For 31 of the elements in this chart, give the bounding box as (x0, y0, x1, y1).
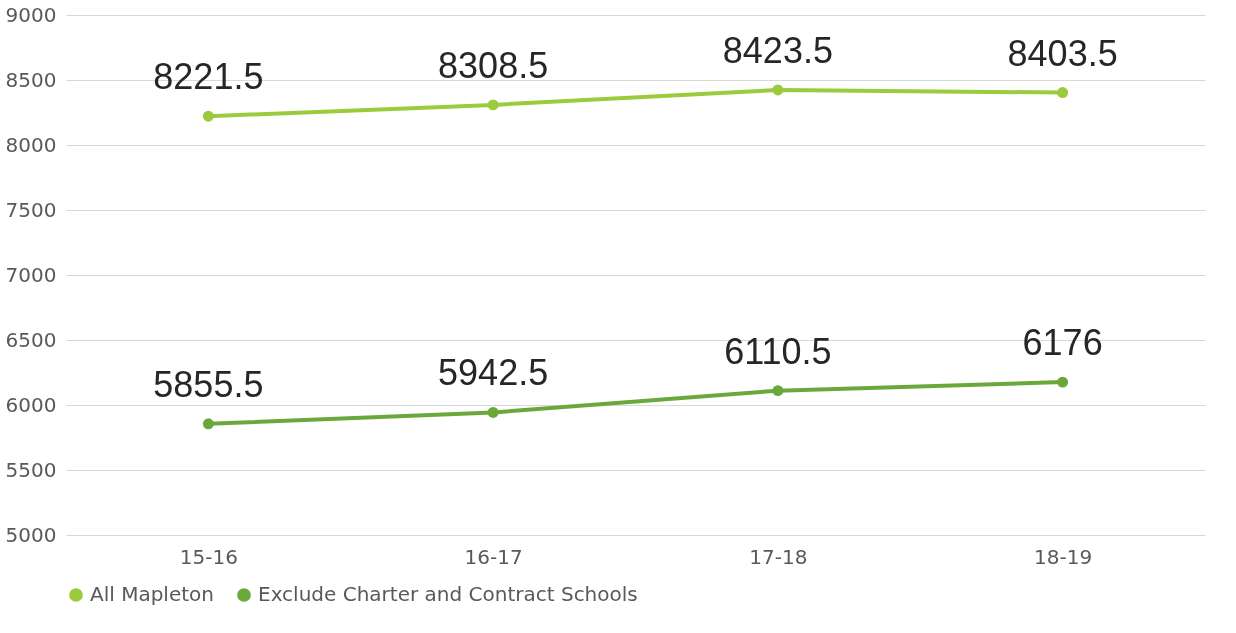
point (487, 99, 499, 111)
point (772, 385, 784, 397)
y-tick-label: 6500 (5, 327, 57, 352)
x-tick-label: 18-19 (1034, 544, 1093, 569)
data-label: 6110.5 (724, 330, 832, 372)
y-tick-label: 8000 (5, 132, 57, 157)
point (487, 407, 499, 418)
y-tick-label: 9000 (5, 2, 57, 27)
y-tick-label: 8500 (5, 67, 57, 92)
data-label: 8308.5 (438, 44, 549, 86)
data-label: 6176 (1022, 322, 1103, 364)
data-label: 8221.5 (153, 56, 264, 98)
legend-label: All Mapleton (90, 582, 214, 606)
point (1057, 376, 1069, 388)
data-label: 5855.5 (153, 363, 264, 405)
point (1057, 87, 1069, 99)
point (202, 110, 214, 122)
y-tick-label: 6000 (5, 392, 57, 417)
legend-label: Exclude Charter and Contract Schools (258, 582, 638, 606)
x-tick-label: 16-17 (464, 544, 523, 569)
x-tick-label: 17-18 (749, 544, 808, 569)
data-label: 8423.5 (722, 29, 833, 71)
y-tick-label: 7000 (5, 262, 57, 287)
y-tick-label: 5000 (5, 522, 57, 547)
x-tick-label: 15-16 (179, 544, 238, 569)
y-tick-label: 7500 (5, 197, 57, 222)
data-label: 8403.5 (1007, 32, 1118, 74)
point (202, 418, 214, 430)
point (772, 84, 784, 96)
y-tick-label: 5500 (5, 457, 57, 482)
data-label: 5942.5 (438, 352, 549, 394)
